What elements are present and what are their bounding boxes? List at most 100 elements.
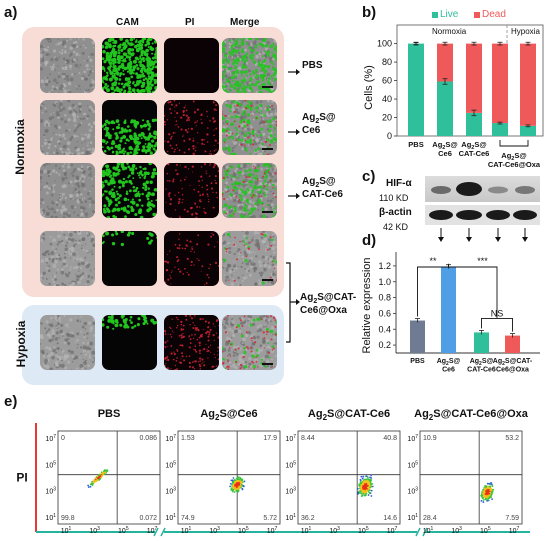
flow-event: [101, 474, 103, 477]
micrograph-pi-row-5: [164, 315, 219, 370]
y-tick-label: 105: [407, 460, 418, 469]
axis-break-mark: [160, 527, 166, 537]
y-tick-label: 107: [407, 434, 418, 443]
flow-event: [236, 485, 239, 487]
flow-event: [358, 492, 361, 494]
sig-label: ***: [477, 256, 488, 266]
flow-event: [98, 473, 101, 476]
quadrant-ll: 36.2: [301, 515, 315, 522]
x-tick-label: 103: [329, 526, 340, 535]
x-tick-label: Ag2S@ Ce6: [437, 358, 461, 374]
flow-event: [368, 485, 371, 488]
flow-event: [91, 484, 94, 486]
flow-event: [482, 499, 485, 501]
y-tick-label: 0.2: [378, 340, 391, 350]
micrograph-pi-row-2: [164, 100, 219, 155]
flow-event: [361, 489, 364, 492]
micrograph-cam-row-4: [102, 231, 157, 286]
axis-break-mark: [153, 527, 159, 537]
condition-label-hypoxia: Hypoxia: [511, 27, 540, 36]
y-tick-label: 103: [165, 487, 176, 496]
flow-event: [485, 485, 488, 488]
flow-event: [366, 484, 369, 487]
legend-dead-label: Dead: [482, 9, 506, 20]
flow-event: [239, 477, 242, 479]
cell-viability-chart: Normoxia Hypoxia 0 20 40 60 80 100 Cells (%) PBS A…: [363, 24, 544, 169]
blot-kd-actin: 42 KD: [383, 222, 409, 232]
flow-plot-frame: [419, 430, 523, 525]
flow-cytometry-panel: PI Annexin-V FITC PBS 0 0.086 99.8 0.072 101 101…: [16, 408, 530, 541]
x-tick-label: 101: [423, 526, 434, 535]
bar-dead: [466, 43, 482, 113]
sig-bracket: [481, 317, 513, 332]
flow-event: [371, 485, 374, 488]
flow-event: [491, 498, 493, 501]
western-blot: [425, 176, 540, 225]
y-tick-label: 103: [407, 487, 418, 496]
flow-event: [362, 487, 365, 490]
bar-expression: [505, 335, 520, 353]
flow-event: [232, 486, 235, 488]
micrograph-pi-row-1: [164, 38, 219, 93]
blot-label-actin: β-actin: [379, 207, 412, 218]
micrograph-cam-row-5: [102, 315, 157, 370]
flow-event: [368, 489, 371, 492]
flow-event: [487, 486, 490, 489]
y-tick-label: 100: [377, 39, 392, 49]
group-bracket-oxa: [284, 262, 304, 349]
axis-break-mark: [415, 527, 421, 537]
col-header-merge: Merge: [230, 17, 260, 28]
scale-bar: [262, 363, 273, 365]
y-tick-label: 107: [285, 434, 296, 443]
bar-live: [437, 81, 453, 136]
bar-dead: [520, 43, 536, 126]
flow-event: [358, 485, 361, 487]
flow-event: [491, 485, 494, 488]
flow-event: [489, 496, 492, 498]
flow-event: [362, 492, 365, 495]
flow-event: [486, 489, 489, 492]
x-tick-label: 107: [147, 526, 158, 535]
sig-label: NS: [491, 308, 504, 318]
flow-event: [360, 481, 363, 484]
flow-event: [229, 482, 232, 485]
flow-event: [96, 479, 99, 481]
flow-event: [362, 483, 365, 485]
flow-event: [243, 480, 246, 483]
hypoxia-label: Hypoxia: [14, 320, 28, 368]
y-tick-label: 101: [165, 513, 176, 522]
blot-label-hif: HIF-α: [386, 178, 412, 189]
axis-break: [417, 528, 426, 536]
flow-event: [232, 477, 235, 479]
flow-event: [365, 478, 368, 481]
flow-event: [239, 485, 242, 488]
micrograph-bright-row-5: [40, 315, 95, 370]
col-header-cam: CAM: [116, 17, 139, 28]
x-tick-label: 101: [61, 526, 72, 535]
bar-live: [466, 112, 482, 136]
y-tick-label: 0.4: [378, 324, 391, 334]
flow-event: [489, 487, 492, 490]
micrograph-pi-row-4: [164, 231, 219, 286]
flow-event: [236, 489, 238, 492]
flow-event: [484, 497, 487, 500]
group-arrow-pbs: [288, 63, 300, 81]
flow-event: [360, 483, 363, 486]
x-tick-label: 107: [509, 526, 520, 535]
flow-plot-frame: [297, 430, 401, 525]
flow-event: [105, 469, 108, 472]
panel-e-label: e): [4, 393, 18, 410]
micrograph-bright-row-4: [40, 231, 95, 286]
flow-event: [242, 485, 245, 487]
micrograph-bright-row-3: [40, 163, 95, 218]
scale-bar: [262, 86, 273, 88]
flow-event: [240, 482, 243, 484]
bar-live: [408, 43, 424, 136]
panel-a-label: a): [4, 4, 18, 21]
flow-event: [237, 478, 240, 481]
flow-plot-frame: [57, 430, 161, 525]
micrograph-bright-row-1: [40, 38, 95, 93]
flow-event: [486, 482, 489, 485]
bar-dead: [492, 43, 508, 124]
flow-event: [370, 483, 373, 485]
